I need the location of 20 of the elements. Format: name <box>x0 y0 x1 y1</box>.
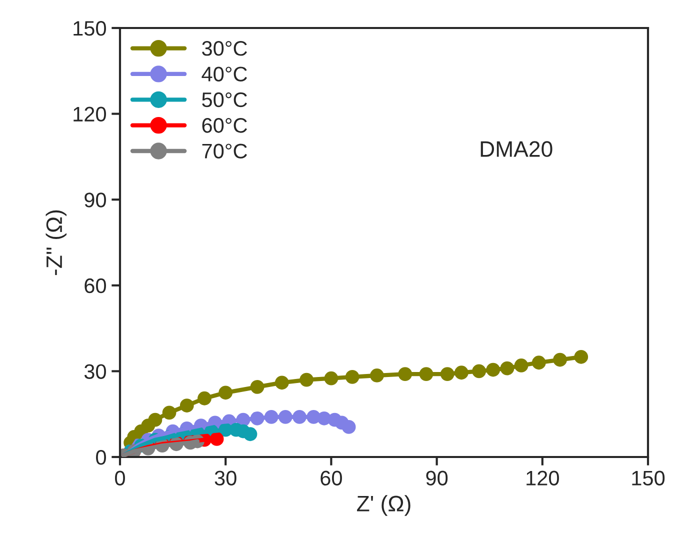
legend-label: 40°C <box>202 66 248 82</box>
y-axis-title: -Z'' (Ω) <box>46 210 66 276</box>
x-tick-label: 120 <box>526 470 559 486</box>
annotation: DMA20 <box>480 141 552 157</box>
legend-label: 30°C <box>202 41 248 56</box>
y-tick-label: 0 <box>96 450 106 465</box>
x-tick-label: 90 <box>426 470 448 486</box>
y-tick-label: 60 <box>84 278 106 294</box>
legend-label: 70°C <box>202 144 248 158</box>
x-tick-label: 0 <box>115 470 125 486</box>
y-tick-label: 90 <box>84 192 106 208</box>
y-tick-label: 120 <box>74 106 106 122</box>
x-tick-label: 60 <box>320 470 342 486</box>
legend-label: 60°C <box>202 118 248 133</box>
x-tick-label: 30 <box>214 470 236 486</box>
y-tick-label: 150 <box>74 21 106 36</box>
x-axis-title: Z' (Ω) <box>357 495 410 516</box>
y-tick-label: 30 <box>84 364 106 379</box>
legend-label: 50°C <box>202 92 248 108</box>
x-tick-label: 150 <box>632 470 665 486</box>
